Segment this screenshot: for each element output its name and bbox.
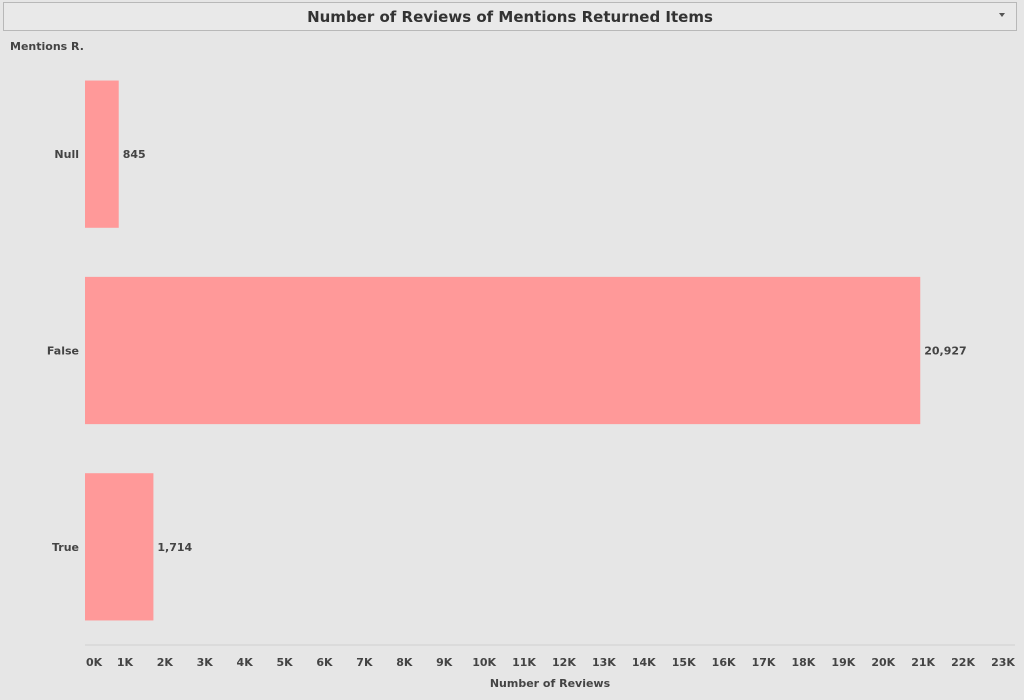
x-tick-label: 4K — [237, 656, 254, 669]
x-tick-label: 20K — [871, 656, 895, 669]
bars-layer — [85, 80, 921, 621]
x-tick-label: 14K — [632, 656, 656, 669]
x-tick-label: 15K — [672, 656, 696, 669]
x-tick-label: 19K — [831, 656, 855, 669]
x-tick-label: 9K — [436, 656, 453, 669]
x-tick-label: 8K — [396, 656, 413, 669]
chevron-down-icon[interactable] — [996, 9, 1010, 23]
x-tick-label: 6K — [316, 656, 333, 669]
value-label-false: 20,927 — [924, 345, 966, 358]
bar-true[interactable] — [85, 473, 154, 621]
x-tick-label: 1K — [117, 656, 134, 669]
x-tick-label: 5K — [276, 656, 293, 669]
chart-title: Number of Reviews of Mentions Returned I… — [307, 8, 713, 26]
x-axis-title: Number of Reviews — [489, 677, 611, 690]
x-tick-label: 10K — [472, 656, 496, 669]
value-label-null: 845 — [123, 148, 146, 161]
x-tick-label: 3K — [197, 656, 214, 669]
x-tick-label: 17K — [752, 656, 776, 669]
category-label-null: Null — [54, 148, 79, 161]
x-tick-label: 21K — [911, 656, 935, 669]
chart-title-bar: Number of Reviews of Mentions Returned I… — [3, 2, 1017, 31]
x-tick-label: 11K — [512, 656, 536, 669]
x-tick-label: 22K — [951, 656, 975, 669]
bar-null[interactable] — [85, 80, 119, 228]
x-tick-label: 13K — [592, 656, 616, 669]
value-label-true: 1,714 — [157, 541, 192, 554]
category-label-true: True — [52, 541, 79, 554]
x-axis-ticks: 0K 1K 2K 3K 4K 5K 6K 7K 8K 9K 10K 11K 12K 13K 14K 15K 16… — [86, 656, 1015, 669]
x-tick-label: 16K — [712, 656, 736, 669]
bar-false[interactable] — [85, 276, 921, 425]
x-tick-label: 7K — [356, 656, 373, 669]
x-tick-label: 12K — [552, 656, 576, 669]
x-tick-label: 0K — [86, 656, 103, 669]
category-label-false: False — [47, 345, 79, 358]
x-tick-label: 23K — [991, 656, 1015, 669]
row-header-label: Mentions R.. — [10, 40, 84, 53]
x-tick-label: 2K — [157, 656, 174, 669]
labels-layer: Null 845 False 20,927 True 1,714 — [47, 148, 967, 554]
x-tick-label: 18K — [792, 656, 816, 669]
